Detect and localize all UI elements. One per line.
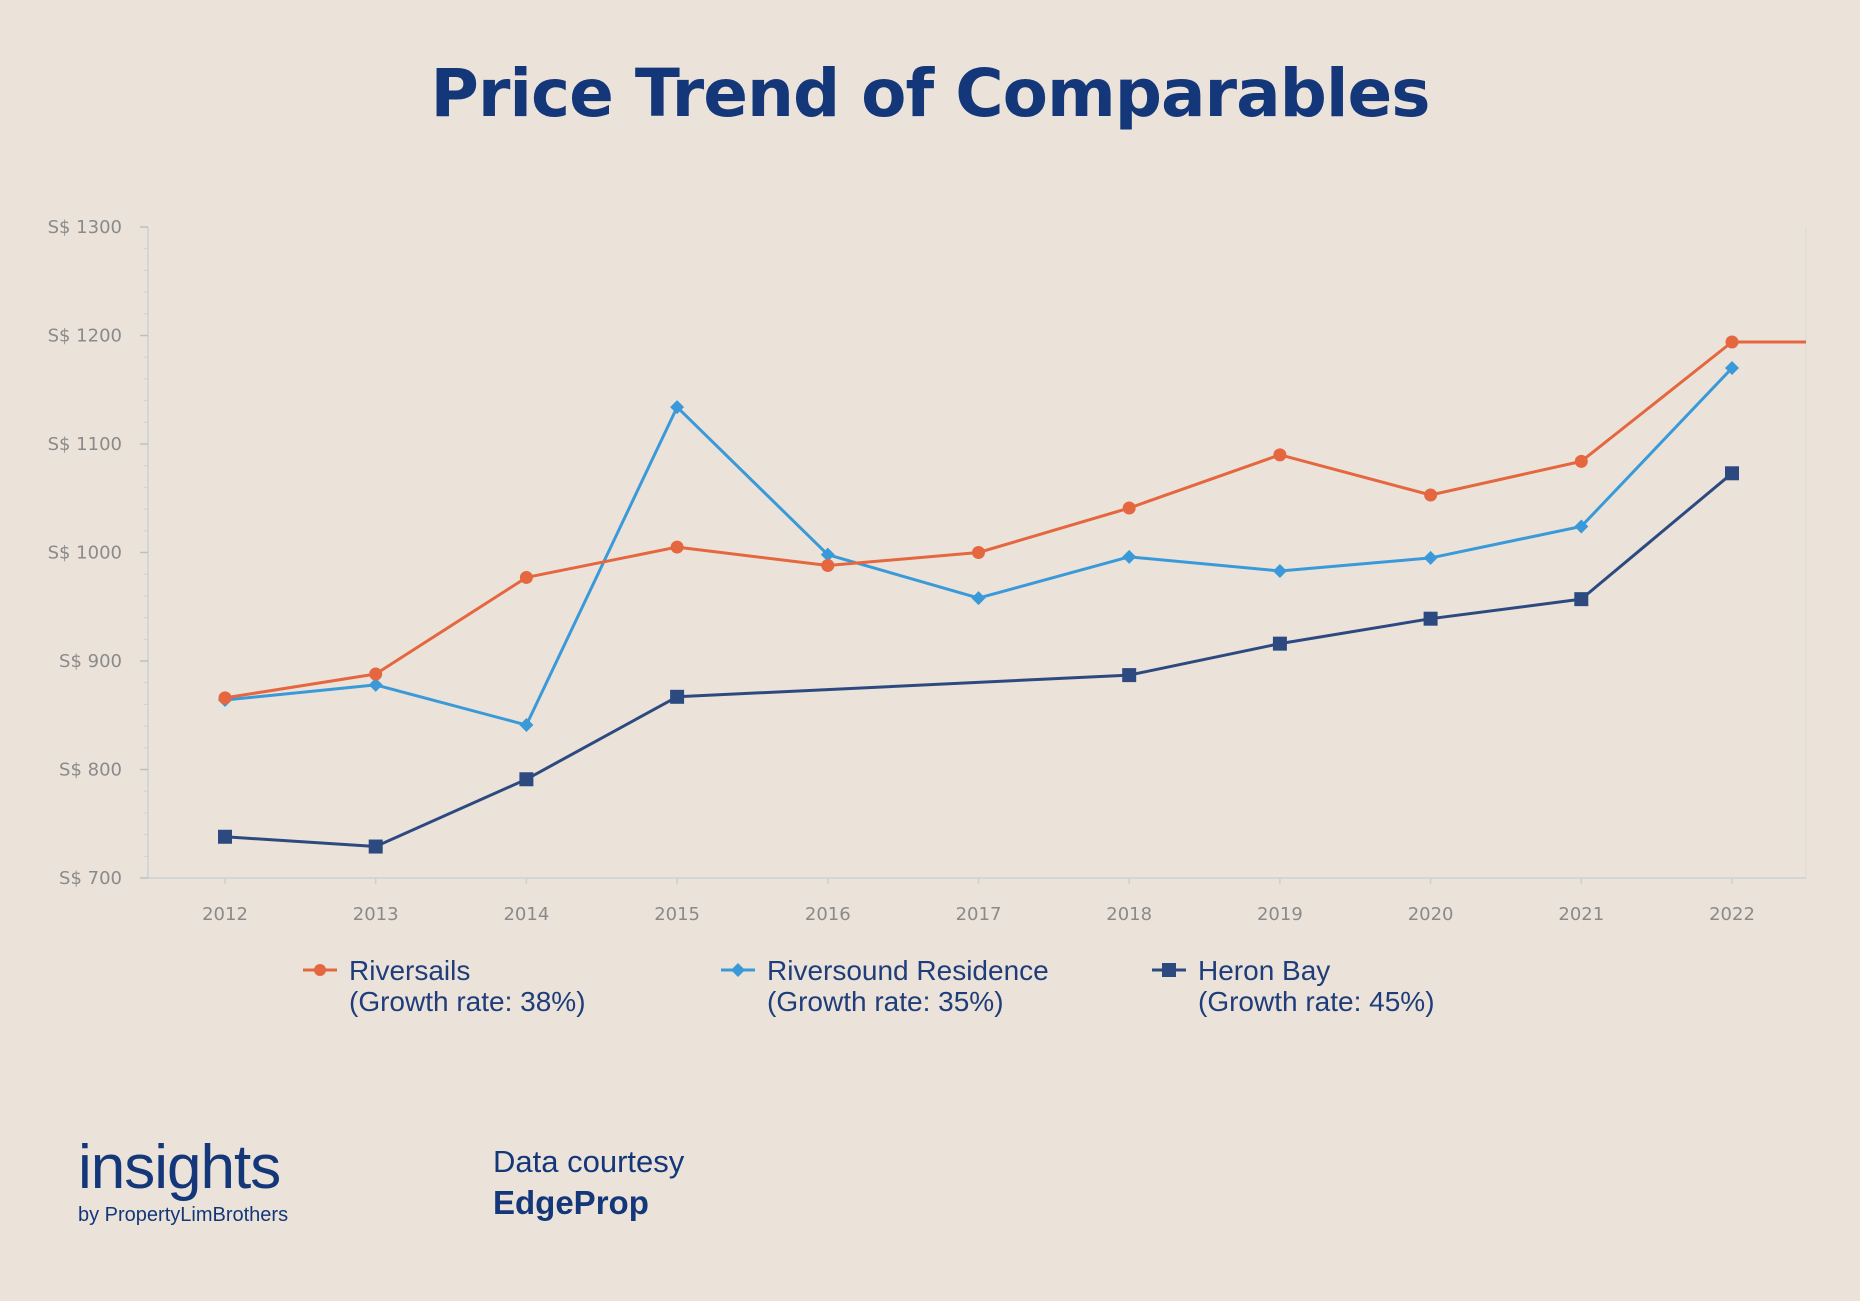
x-tick-label: 2016 bbox=[805, 904, 851, 925]
y-tick-label: S$ 700 bbox=[59, 868, 122, 889]
data-point bbox=[519, 570, 533, 584]
y-tick-label: S$ 1300 bbox=[48, 217, 122, 238]
data-point bbox=[1273, 448, 1287, 462]
series-line bbox=[224, 472, 1733, 849]
data-point bbox=[369, 667, 383, 681]
data-point bbox=[368, 677, 383, 692]
legend-note: (Growth rate: 35%) bbox=[767, 986, 1004, 1017]
y-tick-label: S$ 800 bbox=[59, 760, 122, 781]
data-point bbox=[519, 718, 534, 733]
x-tick-label: 2020 bbox=[1408, 904, 1454, 925]
data-point bbox=[1574, 592, 1589, 607]
y-tick-label: S$ 1100 bbox=[48, 434, 122, 455]
data-point bbox=[971, 591, 986, 606]
data-point bbox=[1122, 501, 1136, 515]
y-tick-label: S$ 1000 bbox=[48, 543, 122, 564]
x-tick-label: 2022 bbox=[1709, 904, 1755, 925]
insights-logo: insights by PropertyLimBrothers bbox=[78, 1135, 288, 1227]
data-point bbox=[368, 839, 383, 854]
legend-label: Riversound Residence bbox=[767, 955, 1049, 986]
data-point bbox=[1574, 519, 1589, 534]
x-tick-label: 2021 bbox=[1558, 904, 1604, 925]
data-point bbox=[670, 689, 685, 704]
data-point bbox=[218, 691, 232, 705]
courtesy-label: Data courtesy bbox=[493, 1144, 685, 1179]
x-tick-label: 2019 bbox=[1257, 904, 1303, 925]
series-riversails bbox=[218, 335, 1806, 705]
data-point bbox=[1574, 454, 1588, 468]
legend-note: (Growth rate: 38%) bbox=[349, 986, 586, 1017]
chart-axes: S$ 700 S$ 800 S$ 900 S$ 1000 S$ 1100 S$ 1200 S… bbox=[48, 217, 1807, 925]
data-point bbox=[218, 829, 232, 844]
series-heron-bay bbox=[218, 466, 1739, 854]
y-tick-label: S$ 1200 bbox=[48, 326, 122, 347]
x-tick-label: 2018 bbox=[1106, 904, 1152, 925]
x-tick-label: 2017 bbox=[956, 904, 1002, 925]
data-point bbox=[1725, 466, 1739, 481]
data-point bbox=[972, 546, 985, 559]
x-tick-label: 2012 bbox=[202, 904, 248, 925]
legend-label: Heron Bay bbox=[1198, 955, 1331, 986]
series-line bbox=[224, 340, 1806, 700]
x-tick-label: 2015 bbox=[654, 904, 700, 925]
data-point bbox=[821, 559, 835, 573]
x-tick-label: 2014 bbox=[503, 904, 549, 925]
data-point bbox=[1122, 668, 1137, 683]
legend-marker-circle bbox=[303, 964, 337, 976]
data-point bbox=[1725, 361, 1739, 376]
data-point bbox=[1725, 335, 1739, 349]
legend-label: Riversails bbox=[349, 955, 471, 986]
legend-note: (Growth rate: 45%) bbox=[1198, 986, 1435, 1017]
courtesy-source: EdgeProp bbox=[493, 1184, 649, 1221]
chart-title: Price Trend of Comparables bbox=[430, 55, 1430, 132]
legend-marker-diamond bbox=[721, 963, 755, 977]
data-point bbox=[519, 772, 534, 787]
data-point bbox=[670, 540, 684, 554]
data-courtesy: Data courtesy EdgeProp bbox=[493, 1142, 684, 1224]
data-point bbox=[1272, 636, 1287, 651]
data-point bbox=[1424, 488, 1438, 502]
chart-series bbox=[218, 335, 1806, 854]
logo-wordmark: insights bbox=[78, 1133, 281, 1202]
data-point bbox=[1423, 550, 1438, 565]
data-point bbox=[1272, 563, 1287, 578]
logo-byline: by PropertyLimBrothers bbox=[78, 1204, 289, 1226]
data-point bbox=[820, 547, 835, 562]
data-point bbox=[1122, 549, 1137, 564]
x-tick-label: 2013 bbox=[353, 904, 399, 925]
legend-marker-square bbox=[1152, 963, 1186, 977]
y-tick-label: S$ 900 bbox=[59, 651, 122, 672]
data-point bbox=[670, 400, 685, 415]
data-point bbox=[1423, 611, 1438, 626]
